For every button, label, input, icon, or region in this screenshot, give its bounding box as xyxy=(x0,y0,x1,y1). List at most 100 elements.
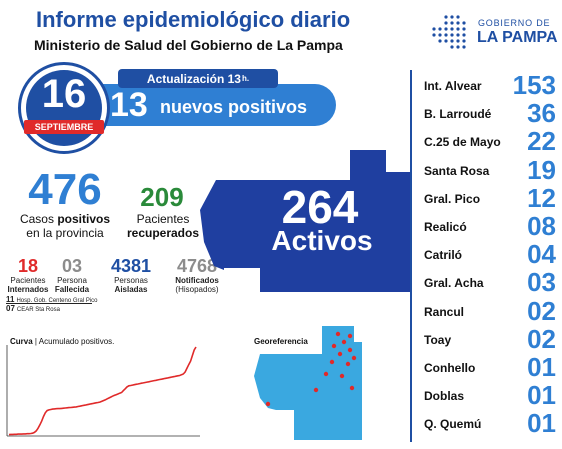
location-row: Gral. Acha 03 xyxy=(420,267,560,297)
stat-isolated-label1: Personas xyxy=(114,276,148,285)
province-shape xyxy=(200,150,412,292)
date-month: SEPTIEMBRE xyxy=(24,120,104,134)
divider xyxy=(6,303,92,304)
stat-hospitalized-label1: Pacientes xyxy=(10,276,46,285)
page-title: Informe epidemiológico diario xyxy=(36,7,351,32)
location-name: Toay xyxy=(424,332,452,347)
stat-isolated-label2: Aisladas xyxy=(114,285,148,294)
logo-line1: GOBIERNO DE xyxy=(478,18,551,28)
dotted-province-logo-icon xyxy=(432,15,466,49)
location-row: Catriló 04 xyxy=(420,239,560,269)
stat-deceased: 03 Persona Fallecida xyxy=(44,256,100,294)
case-marker xyxy=(341,339,347,345)
logo-line2: LA PAMPA xyxy=(477,29,558,46)
update-time-label: Actualización 13 h. xyxy=(118,69,278,88)
stat-isolated-value: 4381 xyxy=(110,256,152,276)
location-value: 02 xyxy=(527,323,556,354)
location-value: 12 xyxy=(527,182,556,213)
update-label: Actualización 13 xyxy=(146,71,241,86)
location-value: 22 xyxy=(527,126,556,157)
hospital-row: 07 CEAR Sta Rosa xyxy=(6,305,98,314)
case-marker xyxy=(347,333,353,339)
location-name: Rancul xyxy=(424,304,465,319)
location-name: Doblas xyxy=(424,389,465,404)
stat-hospitalized-label2: Internados xyxy=(7,285,49,294)
georeference-map xyxy=(254,326,362,440)
location-row: C.25 de Mayo 22 xyxy=(420,126,560,156)
hospital-name: CEAR Sta Rosa xyxy=(16,307,60,313)
location-row: Rancul 02 xyxy=(420,296,560,326)
location-row: Toay 02 xyxy=(420,324,560,354)
stat-deceased-label1: Persona xyxy=(57,276,87,285)
location-row: Gral. Pico 12 xyxy=(420,183,560,213)
total-cases-label: Casos positivos en la provincia xyxy=(8,212,122,240)
case-marker xyxy=(337,351,343,357)
georeference-title: Georeferencia xyxy=(254,337,308,346)
location-name: C.25 de Mayo xyxy=(424,135,501,150)
stat-notified-value: 4768 xyxy=(176,256,218,276)
new-positives-count: 13 xyxy=(110,86,148,124)
location-name: Int. Alvear xyxy=(424,79,482,93)
recovered-label-line1: Pacientes xyxy=(136,212,190,226)
location-row: Int. Alvear 153 xyxy=(420,70,560,100)
curve-chart xyxy=(6,345,200,437)
location-name: Gral. Pico xyxy=(424,191,481,206)
total-cases-label-part1: Casos xyxy=(19,212,58,226)
location-value: 02 xyxy=(527,295,556,326)
location-name: Realicó xyxy=(424,220,467,234)
accumulated-positives-line xyxy=(8,346,197,436)
page-subtitle: Ministerio de Salud del Gobierno de La P… xyxy=(34,37,343,53)
location-value: 04 xyxy=(527,239,556,270)
hospital-count: 07 xyxy=(6,304,15,313)
location-name: Catriló xyxy=(424,248,463,263)
location-name: Gral. Acha xyxy=(424,276,484,291)
curve-title-rest: | Acumulado positivos. xyxy=(32,337,115,346)
case-marker xyxy=(335,331,341,337)
location-value: 19 xyxy=(527,154,556,185)
case-marker xyxy=(349,385,355,391)
case-marker xyxy=(339,373,345,379)
total-cases-label-line2: en la provincia xyxy=(26,226,104,240)
new-positives-label: nuevos positivos xyxy=(160,97,308,117)
active-cases-value: 264 xyxy=(281,181,359,233)
location-value: 36 xyxy=(527,98,556,129)
stat-hospitalized-value: 18 xyxy=(17,256,39,276)
location-value: 01 xyxy=(527,408,556,439)
total-cases-value: 476 xyxy=(28,165,102,214)
hospital-name: Hosp. Gob. Centeno Gral Pico xyxy=(16,298,98,304)
location-row: Realicó 08 xyxy=(420,211,560,241)
stat-hospitalized: 18 Pacientes Internados xyxy=(0,256,56,294)
recovered-label: Pacientes recuperados xyxy=(116,212,210,240)
province-map xyxy=(200,150,412,292)
date-day: 16 xyxy=(41,72,87,116)
hospital-breakdown: 11 Hosp. Gob. Centeno Gral Pico 07 CEAR St… xyxy=(6,296,98,314)
georef-province-shape xyxy=(254,326,362,440)
recovered-label-line2: recuperados xyxy=(126,226,200,240)
location-value: 01 xyxy=(527,380,556,411)
stat-notified-label2: (Hisopados) xyxy=(175,285,219,294)
location-value: 08 xyxy=(527,211,556,241)
stat-deceased-value: 03 xyxy=(61,256,83,276)
case-marker xyxy=(265,401,271,407)
location-name: Conhello xyxy=(424,361,476,375)
location-name: Santa Rosa xyxy=(424,163,490,178)
active-cases-label: Activos xyxy=(271,225,373,256)
recovered-value: 209 xyxy=(140,182,184,212)
location-value: 03 xyxy=(527,267,556,298)
curve-title-bold: Curva xyxy=(10,337,33,346)
hospital-count: 11 xyxy=(6,295,15,304)
stat-deceased-label2: Fallecida xyxy=(54,285,90,294)
location-value: 01 xyxy=(527,352,556,382)
location-row: Santa Rosa 19 xyxy=(420,155,560,185)
case-marker xyxy=(331,343,337,349)
location-row: Doblas 01 xyxy=(420,380,560,410)
case-marker xyxy=(351,355,357,361)
location-row: Conhello 01 xyxy=(420,352,560,382)
total-cases-label-bold: positivos xyxy=(57,212,111,226)
location-row: Q. Quemú 01 xyxy=(420,408,560,438)
case-marker xyxy=(329,359,335,365)
case-marker xyxy=(313,387,319,393)
case-marker xyxy=(345,361,351,367)
update-label-suffix: h. xyxy=(241,74,250,83)
location-value: 153 xyxy=(512,70,556,100)
